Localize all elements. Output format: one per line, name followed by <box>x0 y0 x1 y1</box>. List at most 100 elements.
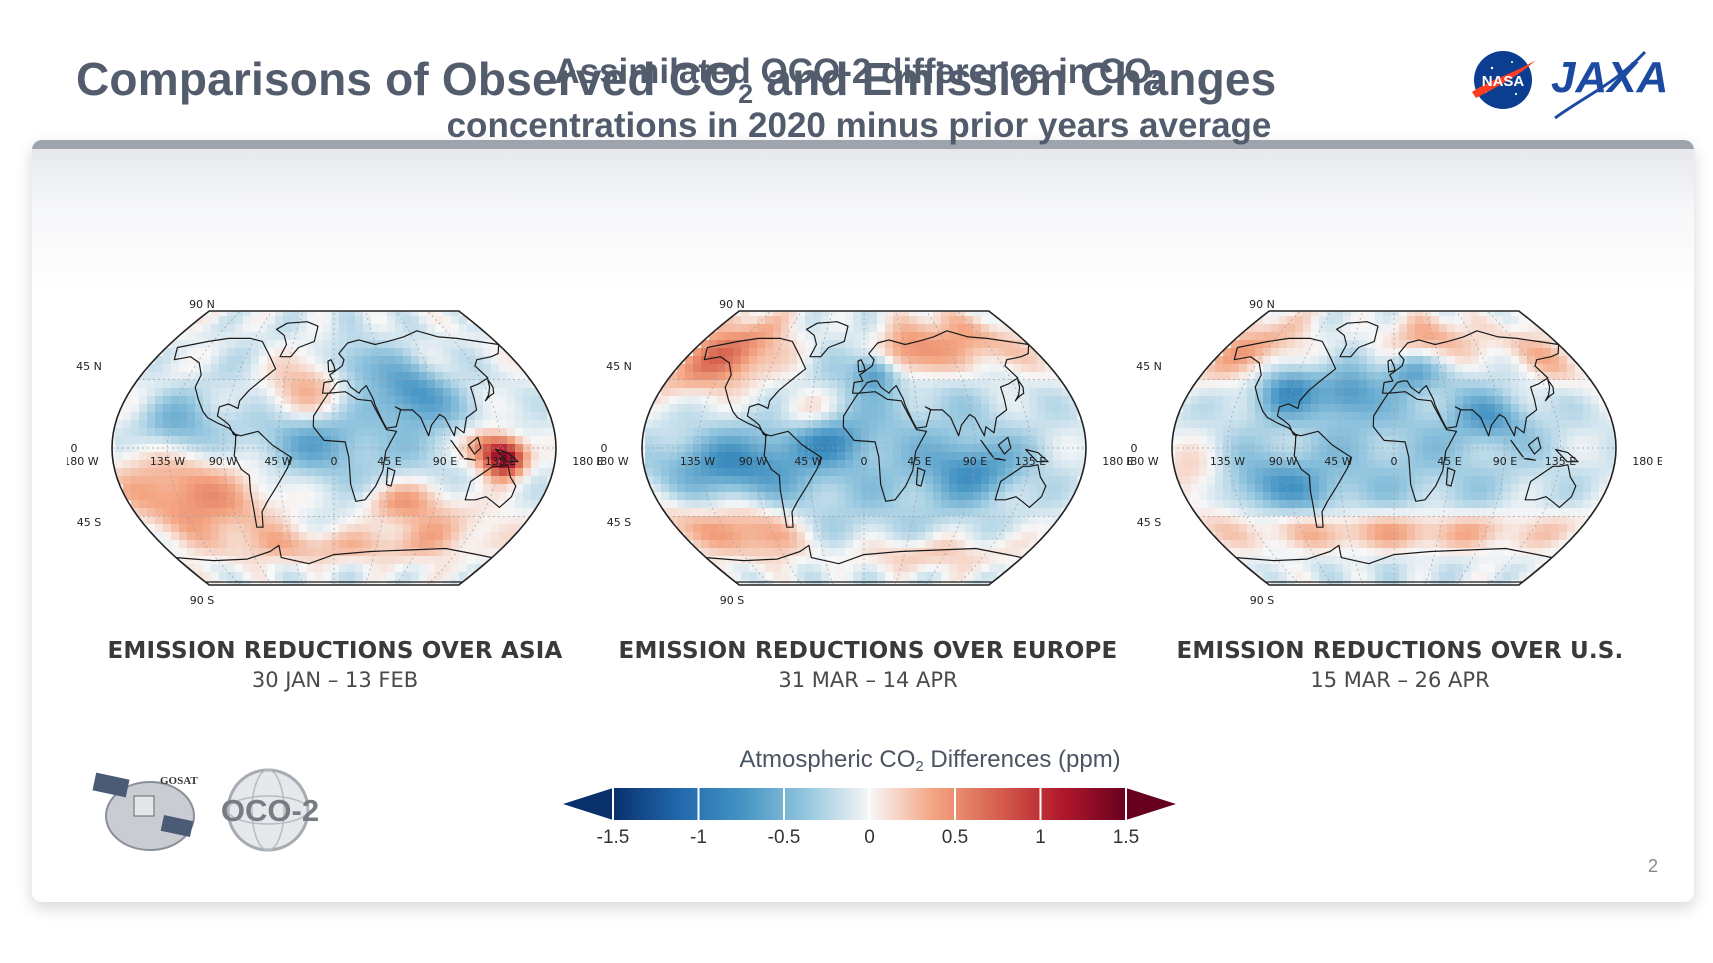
coastline <box>450 439 464 458</box>
colorbar: -1.5 -1 -0.5 0 0.5 1 1.5 <box>563 788 1176 848</box>
coastline <box>484 378 495 402</box>
colorbar-tick-label: 0 <box>864 827 875 848</box>
map-axis-label: 180 E <box>1102 455 1132 468</box>
map-axis-label: 180 W <box>67 455 99 468</box>
map-axis-label: 45 W <box>1324 455 1352 468</box>
coastline <box>997 436 1012 455</box>
map-caption-title: EMISSION REDUCTIONS OVER U.S. <box>1176 638 1624 664</box>
coastline <box>1510 439 1524 458</box>
coastline <box>1523 458 1536 461</box>
map-caption-title: EMISSION REDUCTIONS OVER ASIA <box>107 638 563 664</box>
colorbar-tick-label: 0.5 <box>942 827 968 848</box>
map-axis-label: 90 S <box>1250 594 1274 607</box>
coastline <box>842 391 928 502</box>
coastline <box>463 458 476 461</box>
coastline <box>467 436 482 455</box>
coastline <box>385 467 396 487</box>
map-outline <box>1171 310 1617 586</box>
map-axis-label: 90 E <box>433 455 457 468</box>
coastline <box>806 321 849 358</box>
card-top-bar <box>32 140 1694 149</box>
map-axis-label: 45 N <box>1136 360 1162 373</box>
colorbar-tick-label: -0.5 <box>768 827 801 848</box>
map-axis-label: 90 N <box>719 300 745 311</box>
map-axis-label: 45 E <box>907 455 931 468</box>
map-caption-europe: EMISSION REDUCTIONS OVER EUROPE 31 MAR –… <box>598 638 1138 692</box>
coastline <box>1544 378 1555 402</box>
coastline <box>322 330 500 437</box>
colorbar-tick-label: 1 <box>1035 827 1046 848</box>
colorbar-tick-label: 1.5 <box>1113 827 1139 848</box>
colorbar-tick-label: -1.5 <box>597 827 630 848</box>
map-axis-label: 90 E <box>963 455 987 468</box>
map-axis-label: 135 W <box>150 455 185 468</box>
map-axis-label: 90 W <box>209 455 237 468</box>
map-axis-label: 90 E <box>1493 455 1517 468</box>
coastline <box>915 467 926 487</box>
map-axis-label: 45 N <box>76 360 102 373</box>
coastline <box>763 430 822 528</box>
gosat-logo: GOSAT <box>92 772 198 851</box>
coastline <box>1382 330 1560 437</box>
map-axis-label: 45 S <box>1137 516 1161 529</box>
coastline <box>1336 321 1379 358</box>
oco2-logo: OCO-2 <box>221 768 319 852</box>
coastline <box>495 448 519 463</box>
map-axis-label: 45 S <box>607 516 631 529</box>
map-axis-label: 135 E <box>1015 455 1046 468</box>
map-axis-label: 135 W <box>1210 455 1245 468</box>
map-outline <box>111 310 557 586</box>
map-axis-label: 180 W <box>1127 455 1159 468</box>
colorbar-tick-label: -1 <box>690 827 707 848</box>
map-axis-label: 0 <box>1391 455 1398 468</box>
figure-title: Assimilated OCO-2 difference in CO2 conc… <box>446 52 1272 145</box>
svg-text:JAXA: JAXA <box>1551 53 1668 102</box>
coastline <box>327 359 336 373</box>
map-axis-label: 0 <box>71 442 78 455</box>
jaxa-logo: JAXA <box>1551 50 1668 120</box>
nasa-logo: NASA <box>1472 51 1536 109</box>
map-axis-label: 90 S <box>190 594 214 607</box>
map-axis-label: 45 W <box>794 455 822 468</box>
coastline <box>1524 464 1577 508</box>
map-axis-label: 135 E <box>1545 455 1576 468</box>
map-axis-label: 0 <box>861 455 868 468</box>
page-number: 2 <box>1648 856 1659 876</box>
map-axis-label: 45 W <box>264 455 292 468</box>
coastline <box>994 464 1047 508</box>
map-caption-asia: EMISSION REDUCTIONS OVER ASIA 30 JAN – 1… <box>65 638 605 692</box>
map-axis-label: 45 S <box>77 516 101 529</box>
coastline <box>980 439 994 458</box>
map-axis-label: 180 W <box>597 455 629 468</box>
map-caption-title: EMISSION REDUCTIONS OVER EUROPE <box>618 638 1118 664</box>
coastline <box>703 337 807 437</box>
coastline <box>993 458 1006 461</box>
svg-text:NASA: NASA <box>1482 73 1525 90</box>
map-caption-dates: 31 MAR – 14 APR <box>778 668 958 692</box>
map-caption-dates: 30 JAN – 13 FEB <box>251 668 419 692</box>
map-caption-dates: 15 MAR – 26 APR <box>1310 668 1490 692</box>
slide-title: Comparisons of Observed CO2 and Emission… <box>76 53 1277 109</box>
coastline <box>1555 448 1579 463</box>
coastline <box>1025 448 1049 463</box>
coastline <box>1014 378 1025 402</box>
map-axis-label: 90 N <box>189 300 215 311</box>
map-axis-label: 135 E <box>485 455 516 468</box>
coastline <box>1387 359 1396 373</box>
map-outline <box>641 310 1087 586</box>
coastline <box>276 321 319 358</box>
map-axis-label: 90 N <box>1249 300 1275 311</box>
map-axis-label: 180 E <box>1632 455 1662 468</box>
coastline <box>233 430 292 528</box>
map-axis-label: 90 W <box>739 455 767 468</box>
colorbar-arrow-high <box>1126 788 1176 820</box>
coastline <box>312 391 398 502</box>
coastline <box>464 464 517 508</box>
map-axis-label: 135 W <box>680 455 715 468</box>
